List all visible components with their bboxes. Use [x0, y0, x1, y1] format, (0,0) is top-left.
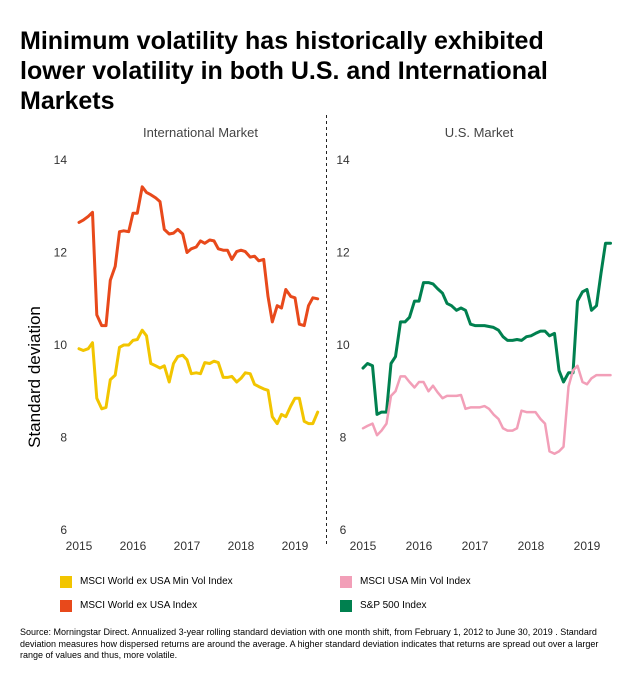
y-tick-label: 10: [336, 338, 350, 352]
x-tick-label: 2018: [518, 539, 545, 553]
legend-item-world-min-vol: MSCI World ex USA Min Vol Index: [60, 575, 233, 589]
source-note: Source: Morningstar Direct. Annualized 3…: [20, 627, 600, 662]
x-tick-label: 2015: [350, 539, 377, 553]
x-tick-label: 2015: [66, 539, 93, 553]
chart-title: Minimum volatility has historically exhi…: [20, 26, 610, 116]
panel-title: International Market: [143, 125, 258, 140]
legend-item-sp500: S&P 500 Index: [340, 599, 427, 613]
y-tick-label: 10: [54, 338, 68, 352]
x-tick-label: 2016: [406, 539, 433, 553]
y-tick-label: 14: [54, 153, 68, 167]
x-tick-label: 2019: [574, 539, 601, 553]
international-market-panel: International Market 6 8 10 12 14 2015 2016 2017…: [54, 125, 318, 553]
series-line: [363, 243, 611, 414]
y-tick-label: 8: [340, 431, 347, 445]
y-tick-label: 6: [340, 523, 347, 537]
x-tick-label: 2016: [120, 539, 147, 553]
legend-label: MSCI USA Min Vol Index: [360, 575, 471, 589]
legend-label: MSCI World ex USA Index: [80, 599, 197, 613]
x-tick-label: 2017: [462, 539, 489, 553]
legend-label: S&P 500 Index: [360, 599, 427, 613]
x-tick-label: 2019: [282, 539, 309, 553]
series-line: [79, 330, 318, 423]
legend-swatch: [60, 576, 72, 588]
legend-label: MSCI World ex USA Min Vol Index: [80, 575, 233, 589]
legend-swatch: [340, 576, 352, 588]
series-line: [363, 366, 611, 454]
x-tick-label: 2018: [228, 539, 255, 553]
y-tick-label: 14: [336, 153, 350, 167]
y-tick-label: 8: [60, 431, 67, 445]
chart-area: International Market 6 8 10 12 14 2015 2016 2017…: [0, 115, 620, 565]
y-tick-label: 12: [336, 246, 350, 260]
series-line: [79, 187, 318, 326]
legend-item-world: MSCI World ex USA Index: [60, 599, 197, 613]
y-axis-label: Standard deviation: [25, 306, 44, 448]
panel-title: U.S. Market: [445, 125, 514, 140]
legend-swatch: [340, 600, 352, 612]
y-tick-label: 12: [54, 246, 68, 260]
legend-item-usa-min-vol: MSCI USA Min Vol Index: [340, 575, 471, 589]
us-market-panel: U.S. Market 6 8 10 12 14 2015 2016 2017 2018 2019: [336, 125, 610, 553]
x-tick-label: 2017: [174, 539, 201, 553]
legend-swatch: [60, 600, 72, 612]
y-tick-label: 6: [60, 523, 67, 537]
